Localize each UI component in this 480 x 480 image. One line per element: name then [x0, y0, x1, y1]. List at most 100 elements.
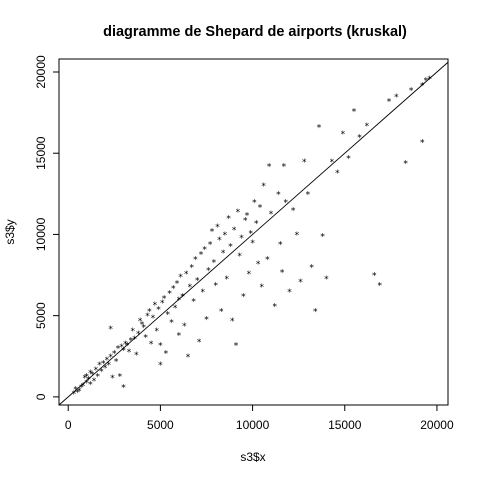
- data-point: *: [149, 340, 154, 350]
- data-point: *: [73, 385, 78, 395]
- data-point: *: [284, 198, 289, 208]
- data-point: *: [219, 307, 224, 317]
- data-point: *: [265, 255, 270, 265]
- data-point: *: [79, 384, 84, 394]
- data-point: *: [206, 267, 211, 277]
- data-point: *: [372, 272, 377, 282]
- data-point: *: [269, 210, 274, 220]
- data-point: *: [160, 299, 165, 309]
- data-point: *: [403, 159, 408, 169]
- data-point: *: [346, 155, 351, 165]
- data-point: *: [230, 317, 235, 327]
- x-axis: 0 5000 10000 15000 20000: [65, 405, 454, 432]
- data-point: *: [409, 86, 414, 96]
- data-point: *: [199, 250, 204, 260]
- data-point: *: [114, 358, 119, 368]
- data-point: *: [164, 350, 169, 360]
- data-point: *: [169, 319, 174, 329]
- data-point: *: [420, 81, 425, 91]
- data-point: *: [202, 246, 207, 256]
- data-point: *: [225, 275, 230, 285]
- data-point: *: [313, 307, 318, 317]
- chart-title: diagramme de Shepard de airports (kruska…: [103, 24, 407, 40]
- data-point: *: [158, 361, 163, 371]
- data-point: *: [88, 380, 93, 390]
- x-tick-label: 5000: [147, 418, 174, 432]
- data-point: *: [341, 130, 346, 140]
- data-point: *: [125, 341, 130, 351]
- data-point: *: [140, 320, 145, 330]
- data-point: *: [245, 211, 250, 221]
- data-point: *: [287, 288, 292, 298]
- data-point: *: [188, 283, 193, 293]
- data-point: *: [302, 158, 307, 168]
- data-point: *: [298, 278, 303, 288]
- data-point: *: [258, 203, 263, 213]
- data-point: *: [236, 208, 241, 218]
- data-point: *: [378, 281, 383, 291]
- data-point: *: [177, 296, 182, 306]
- data-point: *: [158, 341, 163, 351]
- data-point: *: [180, 293, 185, 303]
- data-point: *: [394, 93, 399, 103]
- data-point: *: [123, 340, 128, 350]
- data-point: *: [154, 327, 159, 337]
- data-point: *: [178, 273, 183, 283]
- y-tick-label: 10000: [34, 217, 48, 251]
- data-point: *: [108, 325, 113, 335]
- data-point: *: [427, 75, 432, 85]
- data-point: *: [116, 345, 121, 355]
- x-axis-label: s3$x: [240, 450, 265, 464]
- data-point: *: [234, 341, 239, 351]
- data-point: *: [132, 335, 137, 345]
- data-point: *: [99, 367, 104, 377]
- data-point: *: [254, 220, 259, 230]
- y-tick-label: 5000: [34, 302, 48, 329]
- data-point: *: [143, 333, 148, 343]
- data-point: *: [213, 281, 218, 291]
- data-point: *: [75, 389, 80, 399]
- data-point: *: [248, 229, 253, 239]
- data-point: *: [330, 158, 335, 168]
- data-point: *: [88, 369, 93, 379]
- y-axis-label: s3$y: [3, 219, 17, 244]
- x-tick-label: 15000: [328, 418, 362, 432]
- data-point: *: [156, 306, 161, 316]
- data-point: *: [250, 239, 255, 249]
- data-point: *: [167, 289, 172, 299]
- data-point: *: [226, 215, 231, 225]
- data-point: *: [191, 298, 196, 308]
- data-point: *: [108, 353, 113, 363]
- data-point: *: [232, 226, 237, 236]
- data-point: *: [84, 372, 89, 382]
- data-point: *: [335, 169, 340, 179]
- data-point: *: [256, 260, 261, 270]
- data-point: *: [217, 236, 222, 246]
- data-point: *: [278, 241, 283, 251]
- data-point: *: [86, 376, 91, 386]
- data-point: *: [276, 190, 281, 200]
- data-point: *: [101, 359, 106, 369]
- data-point: *: [282, 163, 287, 173]
- data-point: *: [221, 249, 226, 259]
- data-point: *: [175, 280, 180, 290]
- x-tick-label: 0: [65, 418, 72, 432]
- data-point: *: [195, 276, 200, 286]
- data-point: *: [260, 283, 265, 293]
- data-point: *: [309, 263, 314, 273]
- data-point: *: [119, 343, 124, 353]
- data-point: *: [228, 242, 233, 252]
- data-point: *: [105, 356, 110, 366]
- y-tick-label: 20000: [34, 55, 48, 89]
- data-point: *: [81, 382, 86, 392]
- data-point: *: [320, 233, 325, 243]
- data-point: *: [239, 234, 244, 244]
- data-point: *: [324, 275, 329, 285]
- data-point: *: [121, 384, 126, 394]
- data-point: *: [201, 288, 206, 298]
- data-point: *: [420, 138, 425, 148]
- data-point: *: [241, 293, 246, 303]
- y-tick-label: 15000: [34, 136, 48, 170]
- data-point: *: [94, 366, 99, 376]
